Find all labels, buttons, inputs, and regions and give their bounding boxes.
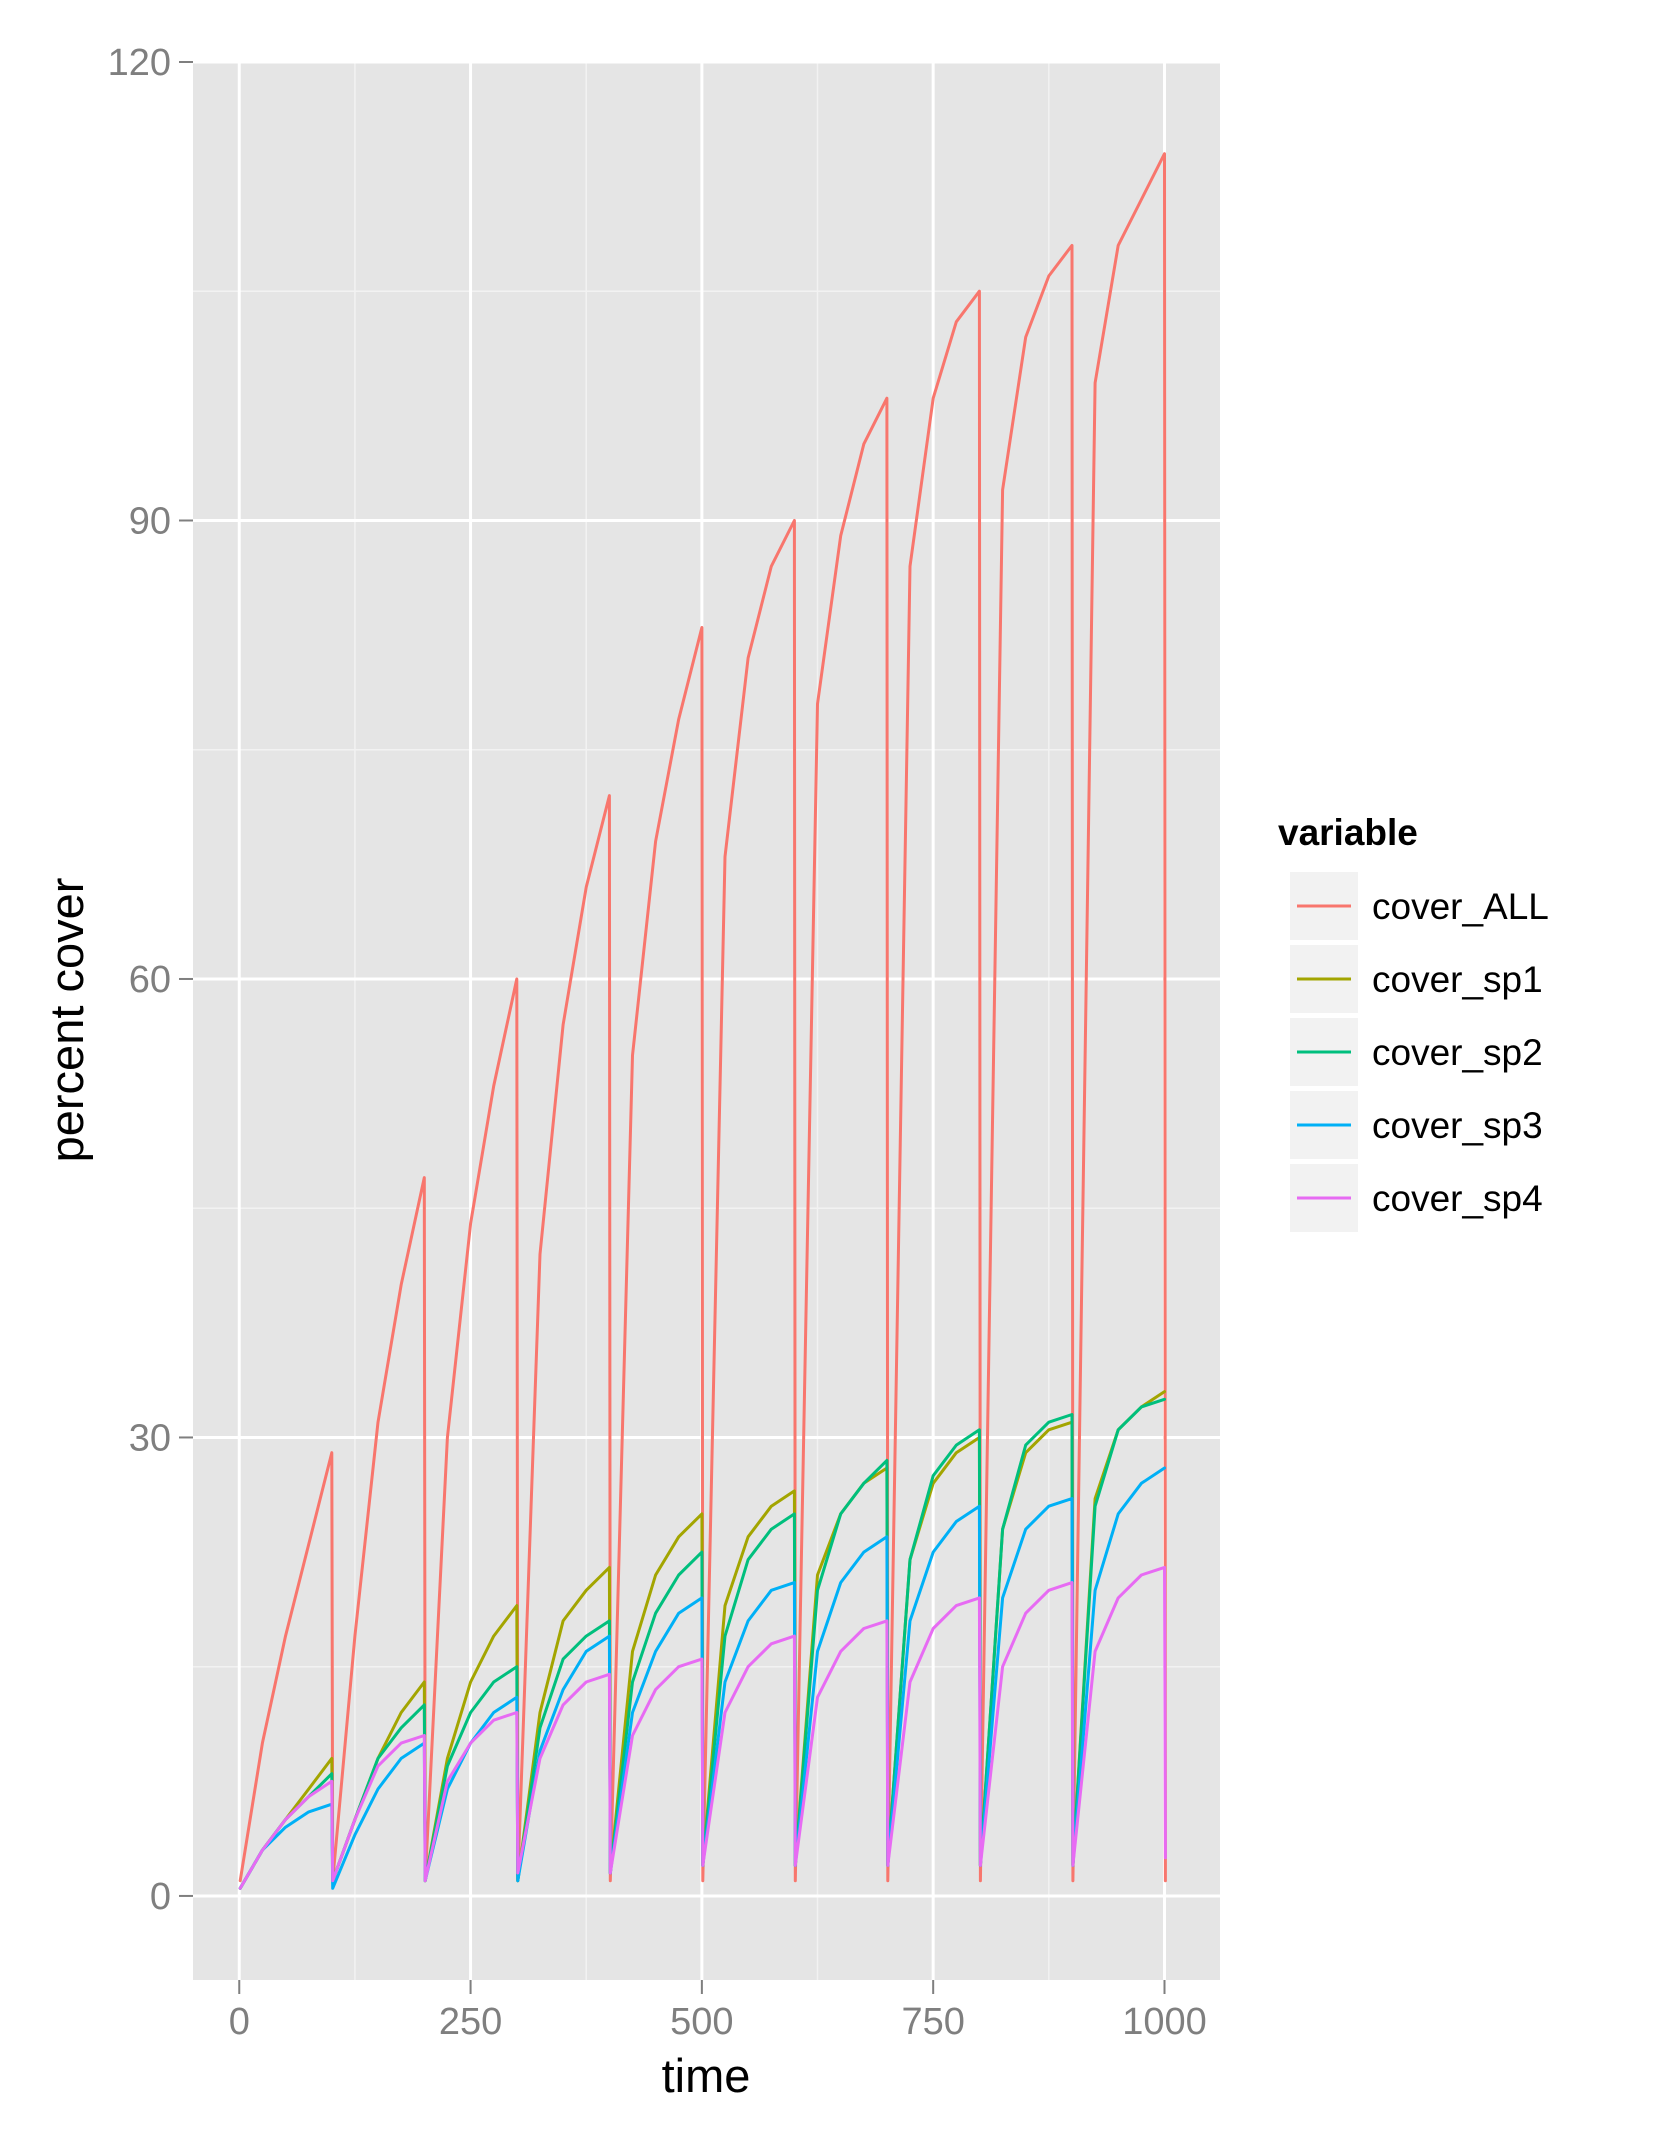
series-lines: [238, 152, 1167, 1890]
x-tick-label: 500: [670, 2001, 733, 2043]
legend-label: cover_sp3: [1372, 1105, 1543, 1146]
x-tick-label: 0: [229, 2001, 250, 2043]
legend-label: cover_sp4: [1372, 1178, 1543, 1219]
legend-label: cover_sp1: [1372, 959, 1543, 1000]
y-tick-label: 30: [129, 1417, 171, 1459]
y-axis-title: percent cover: [40, 878, 93, 1163]
x-axis-title: time: [662, 2049, 751, 2102]
y-tick-label: 60: [129, 959, 171, 1001]
y-tick-label: 90: [129, 500, 171, 542]
y-tick-label: 0: [150, 1876, 171, 1918]
x-tick-label: 1000: [1122, 2001, 1207, 2043]
legend-title: variable: [1278, 812, 1418, 853]
y-axis: 0 30 60 90 120: [108, 42, 193, 1918]
legend: variable cover_ALLcover_sp1cover_sp2cove…: [1278, 812, 1549, 1232]
y-tick-label: 120: [108, 42, 171, 84]
legend-label: cover_sp2: [1372, 1032, 1543, 1073]
x-tick-label: 250: [439, 2001, 502, 2043]
x-axis: 0 250 500 750 1000: [229, 1980, 1207, 2043]
legend-label: cover_ALL: [1372, 886, 1549, 927]
legend-items: cover_ALL cover_sp1 cover_sp2 cover_sp3cove…: [1290, 872, 1549, 1232]
x-tick-label: 750: [901, 2001, 964, 2043]
grid-minor: [193, 62, 1220, 1980]
series-line-cover-sp4: [238, 1565, 1167, 1890]
series-line-cover-all: [238, 152, 1167, 1883]
